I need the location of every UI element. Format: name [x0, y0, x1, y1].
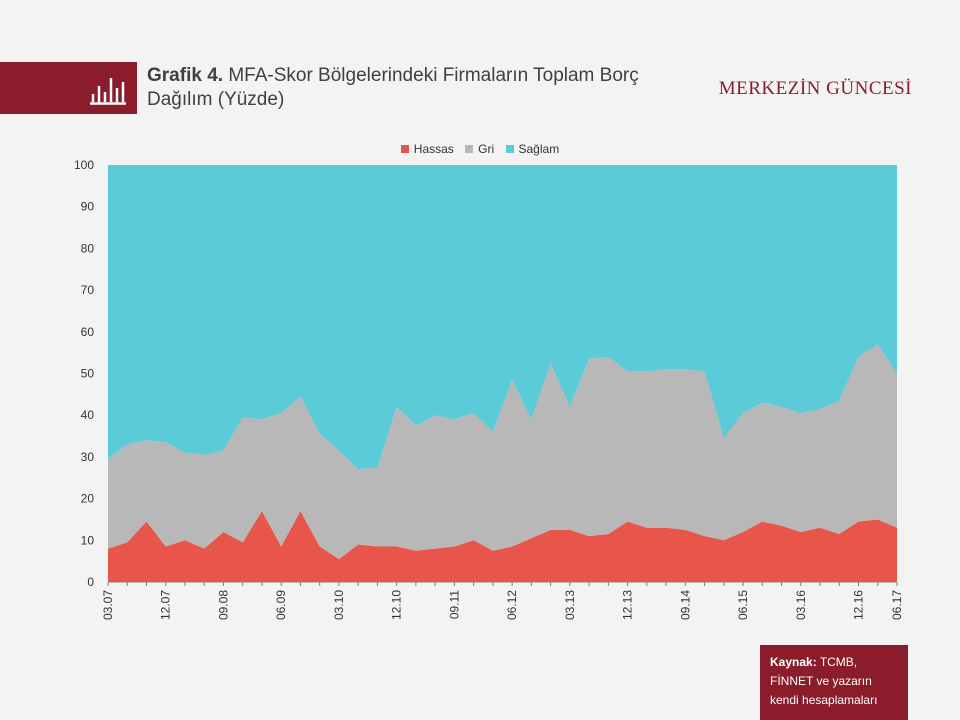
legend-swatch-saglam — [505, 145, 514, 153]
y-tick-label: 20 — [81, 492, 95, 506]
y-tick-label: 90 — [81, 200, 95, 214]
chart-legend: Hassas Gri Sağlam — [0, 142, 960, 156]
legend-item-hassas: Hassas — [400, 142, 454, 156]
x-tick-label: 06.17 — [890, 590, 904, 620]
x-tick-label: 03.13 — [563, 590, 577, 620]
figure-label: Grafik 4. — [147, 65, 224, 86]
x-tick-label: 12.13 — [621, 590, 635, 620]
x-tick-label: 12.16 — [852, 590, 866, 620]
legend-swatch-hassas — [400, 145, 409, 153]
title-band — [0, 62, 137, 114]
x-tick-label: 09.14 — [678, 590, 692, 620]
area-series-saglam — [108, 165, 897, 470]
x-tick-label: 03.16 — [794, 590, 808, 620]
x-tick-label: 12.07 — [159, 590, 173, 620]
source-text: TCMB, FİNNET ve yazarın kendi hesaplamal… — [770, 655, 878, 707]
legend-label-hassas: Hassas — [413, 142, 454, 156]
y-tick-label: 10 — [81, 533, 95, 547]
bar-chart-icon — [90, 78, 126, 105]
chart-title: Grafik 4. MFA-Skor Bölgelerindeki Firmal… — [147, 64, 707, 112]
figure-title: MFA-Skor Bölgelerindeki Firmaların Topla… — [147, 65, 639, 110]
y-tick-label: 40 — [81, 408, 95, 422]
x-tick-label: 06.15 — [736, 590, 750, 620]
y-tick-label: 50 — [81, 367, 95, 381]
y-tick-label: 30 — [81, 450, 95, 464]
area-series-gri — [108, 344, 897, 560]
legend-label-gri: Gri — [478, 142, 495, 156]
area-series-hassas — [108, 511, 897, 582]
legend-item-gri: Gri — [465, 142, 494, 156]
y-tick-label: 60 — [81, 325, 95, 339]
x-tick-label: 03.10 — [332, 590, 346, 620]
source-label: Kaynak: — [770, 655, 817, 669]
x-tick-label: 06.09 — [274, 590, 288, 620]
x-tick-label: 03.07 — [101, 590, 115, 620]
y-tick-label: 0 — [87, 575, 94, 589]
y-tick-label: 80 — [81, 241, 95, 255]
legend-item-saglam: Sağlam — [505, 142, 560, 156]
y-tick-label: 70 — [81, 283, 95, 297]
brand-logo-text: MERKEZİN GÜNCESİ — [718, 78, 912, 99]
x-tick-label: 09.11 — [447, 590, 461, 619]
stacked-area-chart: 0 10 20 30 40 50 60 70 80 90 100 03.07 12.07 09.08 06.… — [74, 158, 904, 620]
legend-label-saglam: Sağlam — [518, 142, 560, 156]
x-tick-label: 12.10 — [390, 590, 404, 620]
x-tick-label: 06.12 — [505, 590, 519, 620]
x-tick-label: 09.08 — [216, 590, 230, 620]
source-note: Kaynak: TCMB, FİNNET ve yazarın kendi he… — [760, 645, 908, 720]
legend-swatch-gri — [465, 145, 474, 153]
y-tick-label: 100 — [74, 158, 94, 172]
